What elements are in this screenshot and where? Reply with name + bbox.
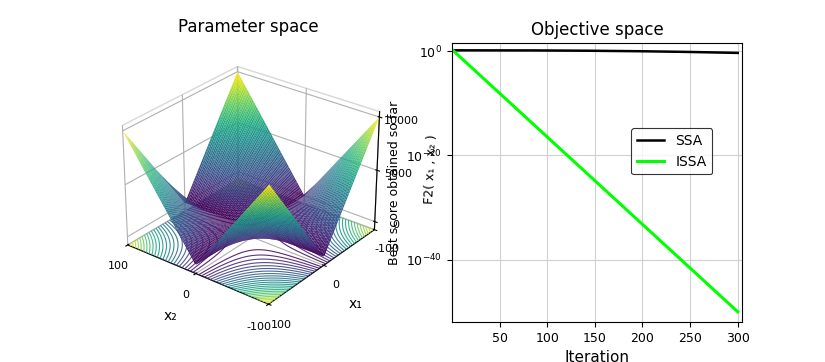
SSA [706,50,716,55]
ISSA [622,208,632,212]
SSA [448,48,458,52]
Title: Objective space: Objective space [530,21,663,39]
Line: SSA: SSA [453,50,738,53]
ISSA [733,310,742,314]
Title: Parameter space: Parameter space [178,18,318,36]
ISSA [706,285,716,290]
SSA [733,51,742,55]
SSA [616,49,626,53]
SSA [617,49,627,53]
ISSA [688,269,698,273]
Line: ISSA: ISSA [453,50,738,312]
ISSA [617,204,627,208]
Y-axis label: x₁: x₁ [349,297,363,311]
Y-axis label: Best score obtained so far: Best score obtained so far [388,101,401,265]
SSA [449,48,459,52]
Legend: SSA, ISSA: SSA, ISSA [631,129,712,174]
X-axis label: x₂: x₂ [163,310,177,323]
X-axis label: Iteration: Iteration [564,350,629,362]
ISSA [616,203,626,207]
SSA [622,49,632,53]
ISSA [448,48,458,52]
ISSA [449,49,459,53]
SSA [688,50,698,54]
